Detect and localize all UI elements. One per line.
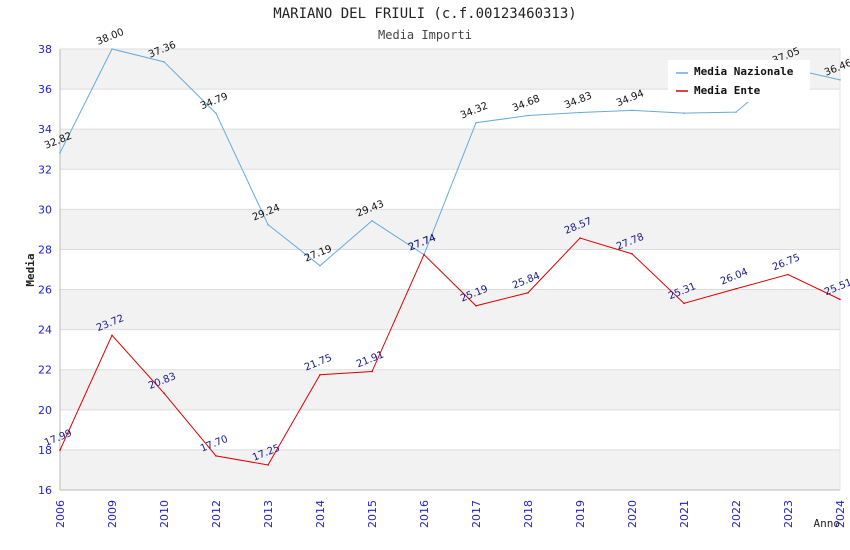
x-tick-label: 2021 [678, 500, 691, 528]
gridlines [60, 48, 840, 491]
x-axis-label: Anno [814, 517, 841, 530]
chart-title: MARIANO DEL FRIULI (c.f.00123460313) [273, 6, 576, 22]
x-tick-label: 2023 [782, 500, 795, 528]
y-tick-label: 28 [38, 243, 52, 256]
data-point [215, 112, 217, 115]
data-label: 17.99 [43, 428, 74, 449]
data-point [527, 291, 529, 294]
data-point [319, 373, 321, 376]
grid-bands [60, 49, 840, 490]
data-point [475, 304, 477, 307]
y-tick-label: 36 [38, 83, 52, 96]
y-tick-label: 32 [38, 163, 52, 176]
data-point [59, 449, 61, 451]
x-tick-label: 2020 [626, 500, 639, 528]
series-lines [59, 48, 841, 466]
x-tick-label: 2006 [54, 500, 67, 528]
data-label: 21.91 [355, 349, 386, 370]
data-point [839, 79, 841, 81]
y-tick-label: 26 [38, 284, 52, 297]
x-tick-label: 2018 [522, 500, 535, 528]
data-label: 34.94 [615, 88, 646, 109]
data-label: 25.84 [511, 271, 542, 292]
series-line-ente [59, 237, 841, 466]
data-point [787, 273, 789, 276]
axes [59, 49, 841, 491]
y-tick-labels: 16 18 20 22 24 26 28 30 32 34 36 38 [38, 43, 52, 497]
x-tick-label: 2019 [574, 500, 587, 528]
data-label: 34.68 [511, 93, 542, 114]
data-point [163, 61, 165, 63]
data-label: 34.83 [563, 90, 594, 111]
data-label: 26.04 [719, 267, 750, 288]
y-tick-label: 16 [38, 484, 52, 497]
grid-band [60, 289, 840, 330]
series-line-nazionale [59, 48, 841, 267]
data-point [839, 298, 841, 301]
x-tick-label: 2013 [262, 500, 275, 528]
y-tick-label: 18 [38, 444, 52, 457]
data-point [683, 302, 685, 305]
data-point [579, 237, 581, 239]
legend-label-nazionale: Media Nazionale [694, 65, 794, 78]
data-point [631, 253, 633, 255]
data-point [111, 48, 113, 50]
data-point [683, 112, 685, 114]
legend-box [668, 60, 810, 102]
x-tick-label: 2017 [470, 500, 483, 528]
data-label: 38.00 [95, 27, 126, 48]
y-tick-label: 24 [38, 324, 52, 337]
x-tick-label: 2024 [834, 500, 847, 528]
chart-subtitle: Media Importi [378, 28, 472, 42]
legend-label-ente: Media Ente [694, 84, 761, 97]
data-point [631, 109, 633, 112]
x-tick-label: 2009 [106, 500, 119, 528]
y-tick-label: 34 [38, 123, 52, 136]
grid-band [60, 209, 840, 250]
data-point [527, 114, 529, 117]
grid-band [60, 449, 840, 490]
data-label: 26.75 [771, 252, 802, 273]
data-point [371, 219, 373, 222]
data-point [319, 264, 321, 267]
x-tick-label: 2022 [730, 500, 743, 528]
data-point [267, 223, 269, 226]
data-point [423, 253, 425, 256]
x-tick-labels: 2006 2009 2010 2012 2013 2014 2015 2016 2017 2018… [54, 500, 847, 528]
data-point [267, 464, 269, 466]
x-tick-label: 2014 [314, 500, 327, 528]
data-point [163, 392, 165, 394]
data-point [475, 121, 477, 124]
data-point [111, 334, 113, 337]
grid-band [60, 129, 840, 170]
x-tick-label: 2010 [158, 500, 171, 528]
x-tick-label: 2015 [366, 500, 379, 528]
data-point [735, 287, 737, 290]
y-tick-label: 20 [38, 404, 52, 417]
legend: Media Nazionale Media Ente [668, 60, 810, 102]
y-axis-label: Media [24, 253, 37, 286]
data-point [371, 370, 373, 373]
data-point [215, 455, 217, 457]
data-label: 34.79 [199, 91, 230, 112]
y-tick-label: 38 [38, 43, 52, 56]
data-point [59, 152, 61, 154]
grid-band [60, 369, 840, 410]
x-tick-label: 2016 [418, 500, 431, 528]
data-point [579, 111, 581, 114]
data-label: 34.32 [459, 101, 490, 122]
data-point [735, 111, 737, 113]
x-tick-label: 2012 [210, 500, 223, 528]
y-tick-label: 22 [38, 364, 52, 377]
y-tick-label: 30 [38, 203, 52, 216]
